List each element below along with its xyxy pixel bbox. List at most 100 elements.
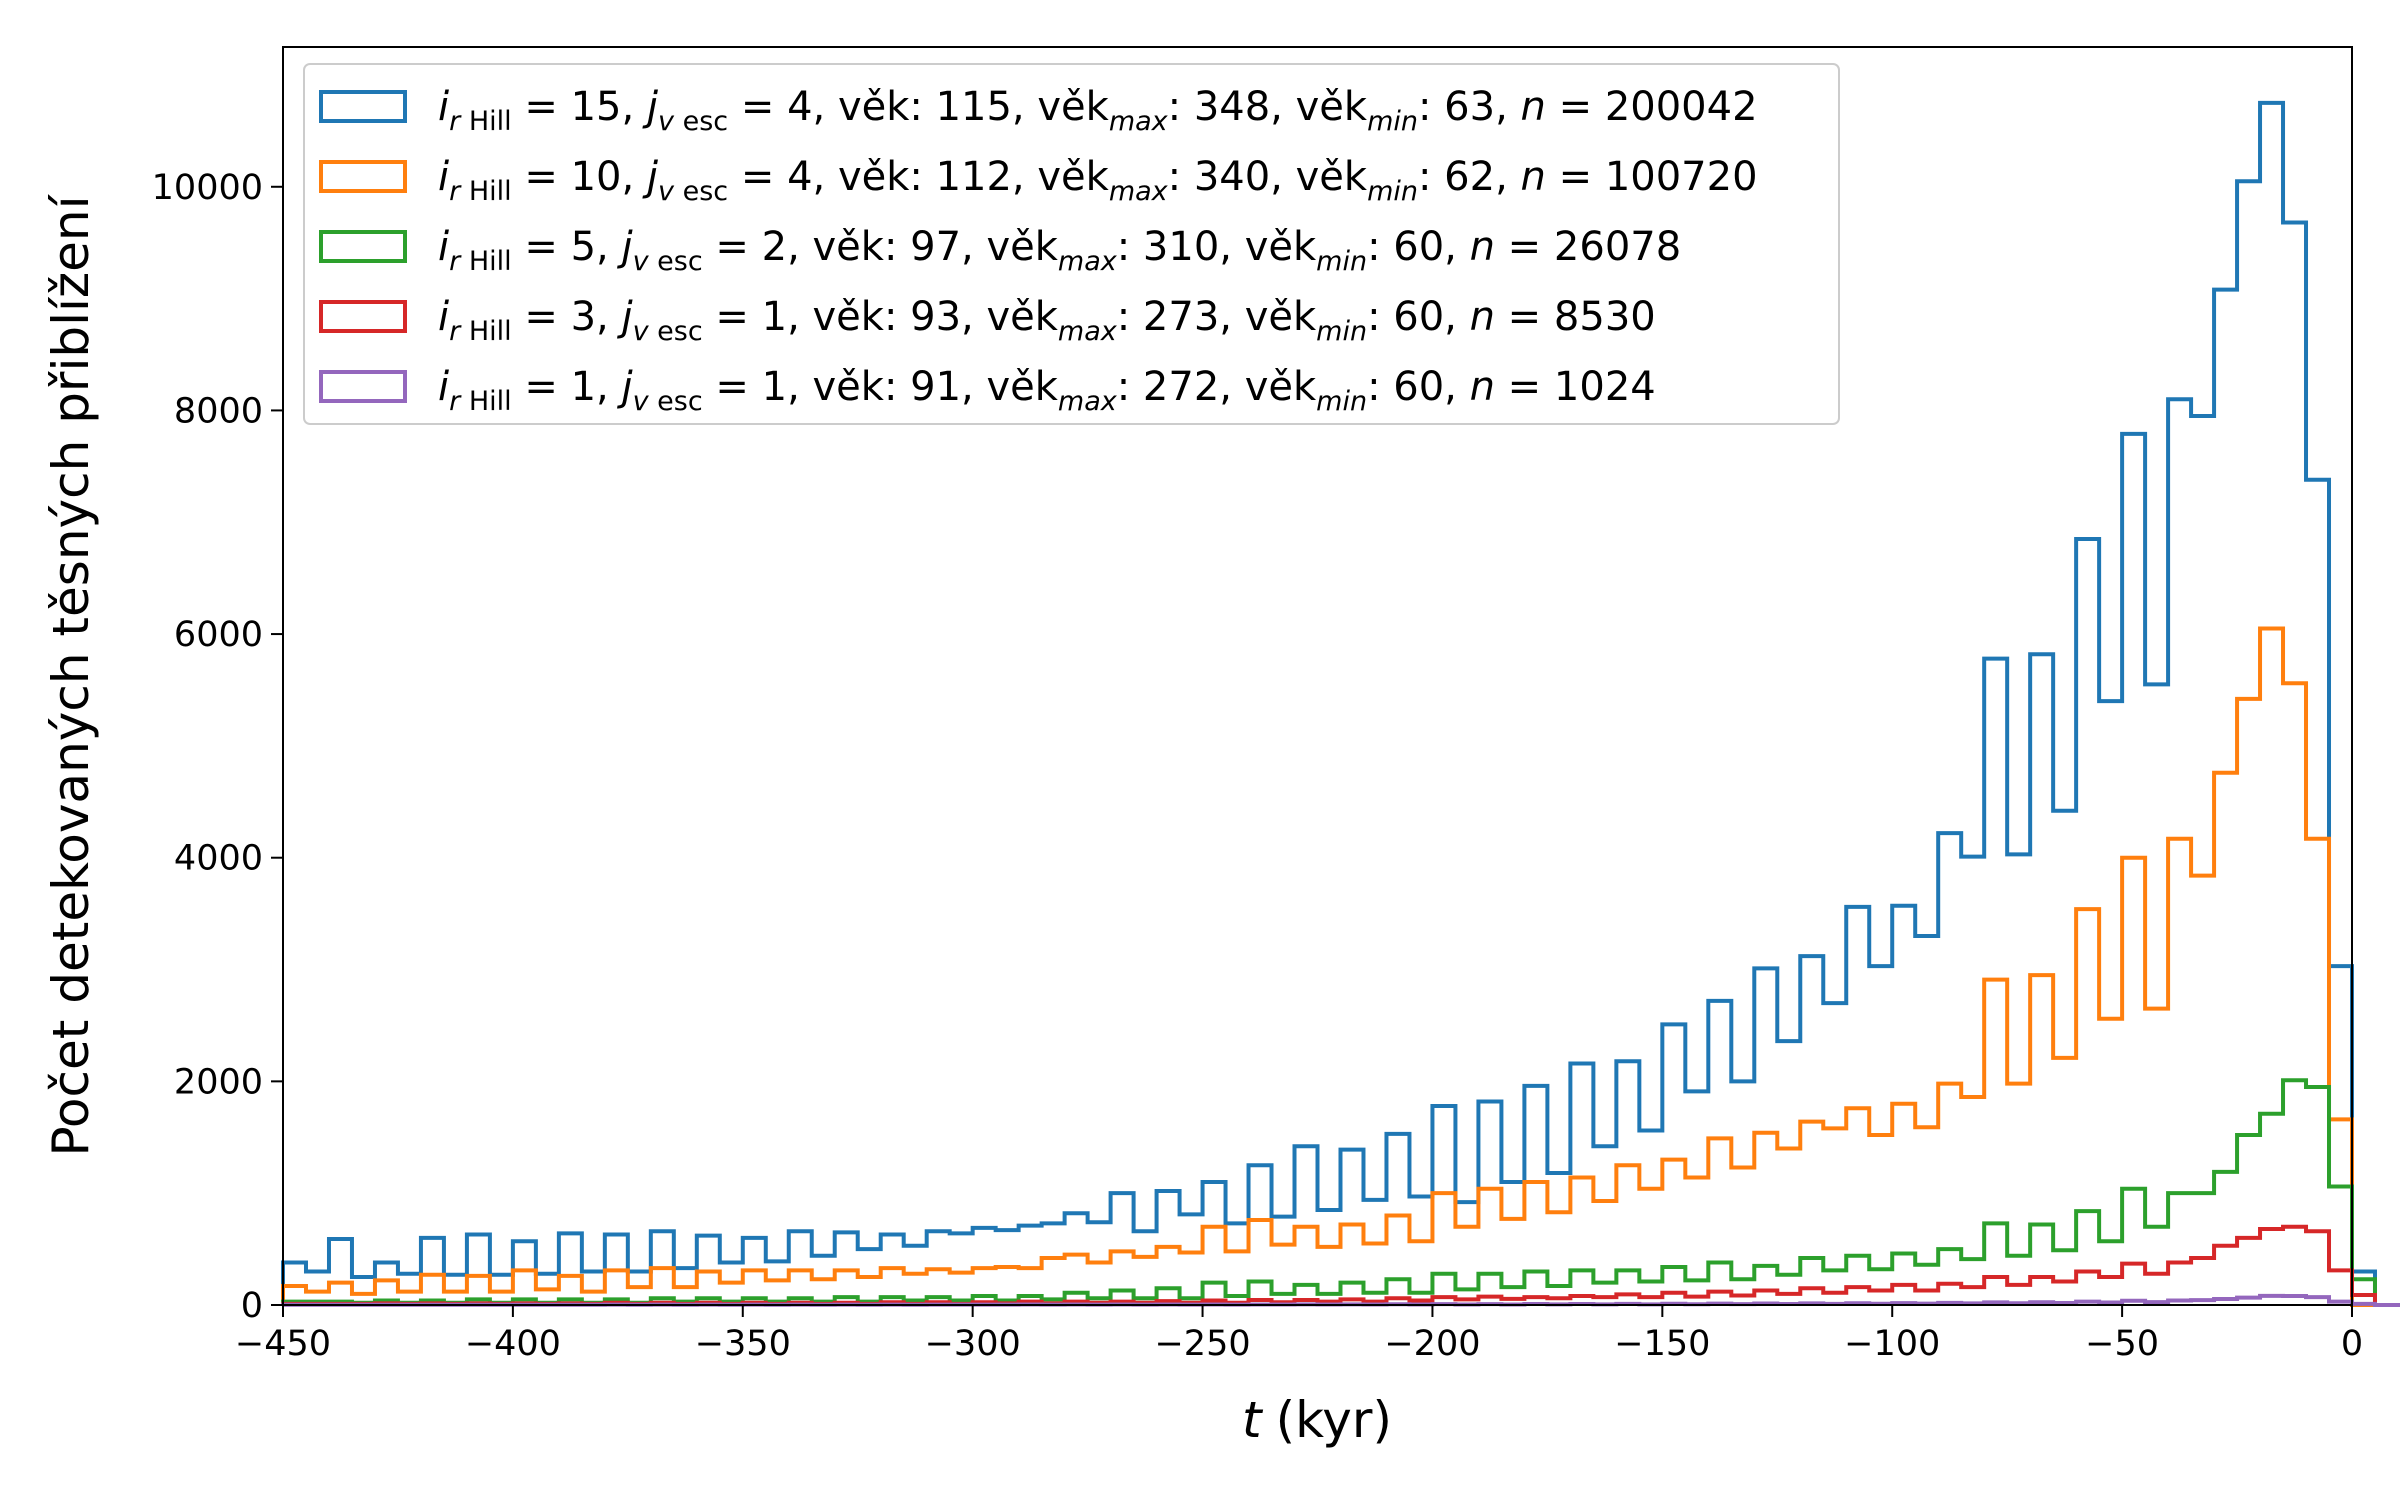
- y-tick-label: 0: [241, 1286, 263, 1326]
- legend-text-part: j: [642, 84, 659, 130]
- subscript: r Hill: [449, 316, 512, 347]
- legend-text-part: n: [1521, 154, 1546, 200]
- legend-label: ir Hill = 10, jv esc = 4, věk: 112, věkm…: [438, 154, 1758, 207]
- subscript-text: Hill: [460, 246, 511, 277]
- subscript: r Hill: [449, 106, 512, 137]
- subscript-var: r: [449, 176, 462, 207]
- subscript-var: v: [658, 106, 675, 137]
- legend-j-age: = 1, věk: 91, věk: [703, 364, 1059, 410]
- legend-text-part: n: [1470, 224, 1495, 270]
- subscript-text: esc: [649, 246, 703, 277]
- legend-j-age: = 4, věk: 115, věk: [728, 84, 1110, 130]
- legend-age-min: : 60,: [1367, 364, 1470, 410]
- legend: ir Hill = 15, jv esc = 4, věk: 115, věkm…: [303, 63, 1840, 425]
- legend-j-age: = 2, věk: 97, věk: [703, 224, 1059, 270]
- subscript-var: v: [633, 386, 650, 417]
- subscript-var: r: [449, 246, 462, 277]
- legend-n-value: = 100720: [1546, 154, 1758, 200]
- legend-age-min: : 60,: [1367, 294, 1470, 340]
- subscript: v esc: [633, 386, 703, 417]
- subscript-var: v: [658, 176, 675, 207]
- subscript-var: r: [449, 316, 462, 347]
- x-tick-label: −350: [695, 1324, 791, 1364]
- legend-frame: [303, 63, 1840, 425]
- legend-text-part: j: [616, 294, 633, 340]
- legend-text-part: i: [438, 364, 449, 410]
- x-tick-label: −400: [465, 1324, 561, 1364]
- legend-label: ir Hill = 15, jv esc = 4, věk: 115, věkm…: [438, 84, 1758, 137]
- legend-age-min: : 63,: [1418, 84, 1521, 130]
- y-axis-title: Počet detekovaných těsných přiblížení: [42, 193, 100, 1156]
- legend-text-part: n: [1470, 294, 1495, 340]
- x-tick-label: −150: [1614, 1324, 1710, 1364]
- legend-age-max: : 273, věk: [1117, 294, 1317, 340]
- legend-age-min: : 60,: [1367, 224, 1470, 270]
- subscript: max: [1109, 176, 1169, 207]
- legend-j-age: = 1, věk: 93, věk: [703, 294, 1059, 340]
- subscript: min: [1367, 176, 1418, 207]
- legend-swatch: [319, 370, 407, 403]
- legend-text-part: n: [1521, 84, 1546, 130]
- subscript-text: esc: [649, 316, 703, 347]
- legend-swatch: [319, 300, 407, 333]
- legend-i-value: = 5,: [512, 224, 622, 270]
- histogram-series-3: [281, 1078, 2400, 1307]
- y-tick-label: 4000: [174, 839, 263, 879]
- legend-text-part: i: [438, 154, 449, 200]
- y-axis-ticks: 0 2000 4000 6000 8000 10000: [152, 168, 283, 1326]
- subscript-text: esc: [649, 386, 703, 417]
- subscript: r Hill: [449, 246, 512, 277]
- legend-swatch: [319, 160, 407, 193]
- legend-i-value: = 15,: [512, 84, 647, 130]
- x-tick-label: −200: [1384, 1324, 1480, 1364]
- legend-label: ir Hill = 5, jv esc = 2, věk: 97, věkmax…: [438, 224, 1681, 277]
- x-tick-label: 0: [2341, 1324, 2363, 1364]
- subscript-var: v: [633, 316, 650, 347]
- subscript: r Hill: [449, 386, 512, 417]
- y-tick-label: 6000: [174, 615, 263, 655]
- legend-label: ir Hill = 1, jv esc = 1, věk: 91, věkmax…: [438, 364, 1656, 417]
- subscript-text: Hill: [460, 316, 511, 347]
- legend-n-value: = 26078: [1495, 224, 1681, 270]
- x-tick-label: −250: [1154, 1324, 1250, 1364]
- legend-text-part: i: [438, 84, 449, 130]
- y-tick-label: 2000: [174, 1062, 263, 1102]
- legend-age-max: : 340, věk: [1168, 154, 1368, 200]
- y-tick-label: 10000: [152, 168, 263, 208]
- legend-age-max: : 310, věk: [1117, 224, 1317, 270]
- subscript-var: v: [633, 246, 650, 277]
- subscript: max: [1109, 106, 1169, 137]
- histogram-series-2: [281, 626, 2400, 1307]
- subscript-text: esc: [674, 176, 728, 207]
- x-axis-title: t (kyr): [1242, 1391, 1392, 1449]
- plot-frame: [282, 46, 2353, 1306]
- x-axis-ticks: −450 −400 −350 −300 −250 −200 −150 −100 −50 0: [235, 1305, 2363, 1364]
- x-tick-label: −300: [925, 1324, 1021, 1364]
- subscript: max: [1058, 246, 1118, 277]
- x-axis-variable: t: [1242, 1391, 1264, 1449]
- x-axis-unit: (kyr): [1276, 1391, 1392, 1449]
- legend-age-max: : 348, věk: [1168, 84, 1368, 130]
- legend-label: ir Hill = 3, jv esc = 1, věk: 93, věkmax…: [438, 294, 1656, 347]
- x-tick-label: −50: [2085, 1324, 2159, 1364]
- y-tick-label: 8000: [174, 391, 263, 431]
- legend-text-part: j: [616, 224, 633, 270]
- x-tick-label: −450: [235, 1324, 331, 1364]
- legend-n-value: = 8530: [1495, 294, 1656, 340]
- subscript-text: Hill: [460, 176, 511, 207]
- subscript-text: Hill: [460, 106, 511, 137]
- legend-i-value: = 3,: [512, 294, 622, 340]
- x-tick-label: −100: [1844, 1324, 1940, 1364]
- subscript: min: [1316, 386, 1367, 417]
- legend-text-part: j: [642, 154, 659, 200]
- subscript: min: [1316, 246, 1367, 277]
- subscript-text: Hill: [460, 386, 511, 417]
- legend-i-value: = 1,: [512, 364, 622, 410]
- legend-n-value: = 1024: [1495, 364, 1656, 410]
- subscript: max: [1058, 316, 1118, 347]
- legend-n-value: = 200042: [1546, 84, 1758, 130]
- legend-text-part: i: [438, 294, 449, 340]
- subscript: min: [1367, 106, 1418, 137]
- legend-text-part: j: [616, 364, 633, 410]
